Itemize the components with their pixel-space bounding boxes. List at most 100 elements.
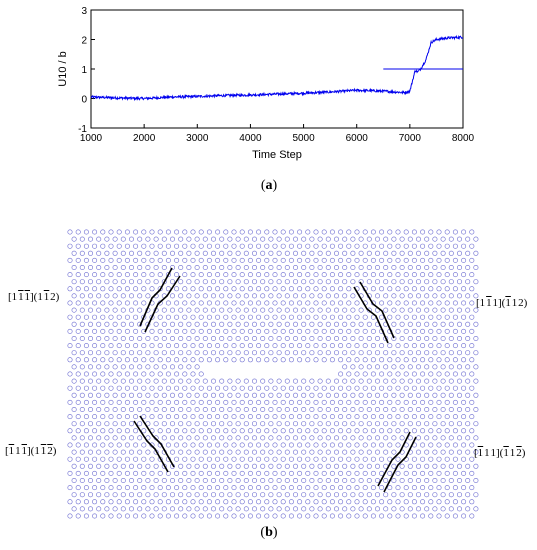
- lattice-atom: [79, 236, 85, 242]
- lattice-atom: [165, 513, 171, 519]
- lattice-atom: [235, 335, 241, 341]
- lattice-atom: [145, 506, 151, 512]
- lattice-atom: [444, 229, 450, 235]
- lattice-atom: [452, 257, 458, 263]
- lattice-atom: [141, 456, 147, 462]
- lattice-atom: [260, 378, 266, 384]
- lattice-atom: [256, 300, 262, 306]
- lattice-atom: [313, 414, 319, 420]
- dislocation-lines: [133, 267, 417, 493]
- lattice-atom: [452, 286, 458, 292]
- lattice-atom: [67, 343, 73, 349]
- lattice-atom: [469, 385, 475, 391]
- lattice-atom: [124, 272, 130, 278]
- lattice-atom: [424, 392, 430, 398]
- lattice-atom: [301, 449, 307, 455]
- lattice-atom: [342, 492, 348, 498]
- lattice-atom: [420, 428, 426, 434]
- lattice-atom: [161, 506, 167, 512]
- lattice-atom: [305, 243, 311, 249]
- lattice-atom: [137, 307, 143, 313]
- lattice-atom: [141, 272, 147, 278]
- lattice-atom: [362, 371, 368, 377]
- lattice-atom: [452, 485, 458, 491]
- lattice-atom: [116, 300, 122, 306]
- lattice-atom: [407, 435, 413, 441]
- lattice-atom: [333, 392, 339, 398]
- lattice-atom: [432, 321, 438, 327]
- lattice-atom: [79, 449, 85, 455]
- lattice-atom: [333, 378, 339, 384]
- lattice-atom: [428, 357, 434, 363]
- lattice-atom: [223, 428, 229, 434]
- lattice-atom: [313, 399, 319, 405]
- lattice-atom: [96, 335, 102, 341]
- lattice-atom: [333, 236, 339, 242]
- lattice-atom: [71, 293, 77, 299]
- lattice-atom: [174, 272, 180, 278]
- lattice-atom: [288, 456, 294, 462]
- lattice-atom: [452, 300, 458, 306]
- lattice-atom: [379, 485, 385, 491]
- lattice-atom: [190, 513, 196, 519]
- lattice-atom: [92, 328, 98, 334]
- lattice-atom: [362, 385, 368, 391]
- lattice-atom: [317, 321, 323, 327]
- lattice-atom: [137, 378, 143, 384]
- lattice-atom: [444, 343, 450, 349]
- slip-system-label-lower-left: [1 1 1](1 1 2): [5, 445, 56, 457]
- lattice-atom: [88, 335, 94, 341]
- lattice-atom: [223, 328, 229, 334]
- lattice-atom: [211, 406, 217, 412]
- lattice-atom: [137, 421, 143, 427]
- lattice-atom: [346, 385, 352, 391]
- lattice-atom: [149, 243, 155, 249]
- lattice-atom: [292, 492, 298, 498]
- lattice-atom: [124, 442, 130, 448]
- lattice-atom: [292, 350, 298, 356]
- lattice-atom: [370, 272, 376, 278]
- lattice-atom: [288, 399, 294, 405]
- lattice-atom: [198, 328, 204, 334]
- lattice-atom: [137, 279, 143, 285]
- lattice-atom: [104, 378, 110, 384]
- lattice-atom: [153, 350, 159, 356]
- lattice-atom: [219, 492, 225, 498]
- lattice-atom: [120, 321, 126, 327]
- lattice-atom: [247, 399, 253, 405]
- lattice-atom: [399, 506, 405, 512]
- lattice-atom: [465, 421, 471, 427]
- lattice-atom: [436, 456, 442, 462]
- lattice-atom: [104, 350, 110, 356]
- lattice-atom: [399, 335, 405, 341]
- lattice-atom: [391, 279, 397, 285]
- lattice-atom: [239, 272, 245, 278]
- lattice-atom: [247, 300, 253, 306]
- lattice-atom: [96, 236, 102, 242]
- lattice-atom: [194, 335, 200, 341]
- lattice-atom: [366, 492, 372, 498]
- lattice-atom: [272, 485, 278, 491]
- lattice-atom: [256, 243, 262, 249]
- lattice-atom: [264, 229, 270, 235]
- lattice-atom: [420, 442, 426, 448]
- lattice-atom: [211, 236, 217, 242]
- lattice-atom: [354, 442, 360, 448]
- slip-system-label-text: [1 1 1](1 1 2): [8, 291, 60, 303]
- lattice-atom: [198, 243, 204, 249]
- slip-system-label-text: [1 1 1](1 1 2): [5, 445, 57, 457]
- lattice-atom: [198, 357, 204, 363]
- lattice-atom: [321, 314, 327, 320]
- lattice-atom: [473, 250, 479, 256]
- lattice-atom: [260, 435, 266, 441]
- lattice-atom: [383, 477, 389, 483]
- lattice-atom: [370, 442, 376, 448]
- lattice-atom: [206, 499, 212, 505]
- lattice-atom: [424, 449, 430, 455]
- lattice-atom: [362, 243, 368, 249]
- lattice-atom: [260, 279, 266, 285]
- lattice-atom: [116, 257, 122, 263]
- lattice-atom: [206, 357, 212, 363]
- lattice-atom: [288, 328, 294, 334]
